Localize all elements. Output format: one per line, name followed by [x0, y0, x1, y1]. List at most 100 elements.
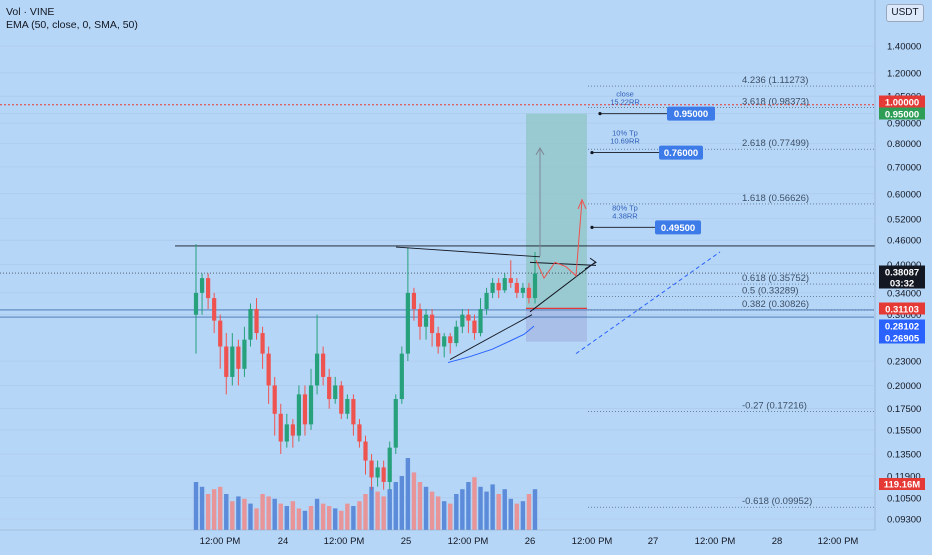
price-axis-label: 0.60000 [887, 189, 921, 200]
candle-body [375, 467, 380, 478]
volume-bar [248, 503, 253, 530]
volume-bar [230, 501, 235, 530]
volume-bar [345, 503, 350, 530]
candle-body [399, 353, 404, 400]
dashed-trendline [575, 251, 721, 355]
price-badge [879, 276, 925, 289]
candle-body [448, 336, 453, 344]
time-axis-label: 26 [525, 536, 536, 547]
breakout-arrowhead [584, 257, 597, 270]
candle-body [369, 460, 374, 478]
price-badge [879, 95, 925, 108]
volume-bar [302, 510, 308, 530]
projected-path-arrowhead [577, 198, 587, 210]
fib-level-label: 0.5 (0.33289) [742, 286, 799, 297]
breakout-arrow [529, 261, 596, 313]
volume-bar [218, 486, 223, 530]
candle-body [429, 314, 435, 334]
price-axis-label: 0.09300 [887, 515, 921, 526]
candle-body [284, 424, 289, 442]
fib-level-label: 0.382 (0.30826) [742, 299, 809, 310]
price-axis-label: 0.15500 [887, 425, 921, 436]
apex-arrow [529, 261, 597, 266]
volume-bar [339, 510, 344, 530]
candle-body [405, 292, 410, 354]
candle-body [321, 353, 326, 377]
volume-bar [363, 494, 368, 530]
volume-bar [236, 496, 241, 530]
candle-body [502, 278, 507, 291]
candle-body [266, 353, 271, 386]
candle-body [454, 326, 459, 344]
candle-body [351, 399, 356, 425]
time-axis-label: 12:00 PM [695, 536, 736, 547]
volume-badge [879, 478, 925, 490]
price-badge [879, 265, 925, 278]
target-rr: 10.69RR [610, 137, 640, 146]
candle-body [302, 394, 308, 425]
candle-body [357, 424, 362, 442]
target-rr: 4.38RR [612, 211, 638, 220]
candle-body [339, 385, 344, 414]
candle-body [345, 399, 350, 414]
price-axis-label: 0.20000 [887, 381, 921, 392]
volume-bar [466, 482, 471, 530]
candle-body [314, 353, 320, 386]
volume-bar [526, 494, 532, 530]
currency-button[interactable]: USDT [886, 4, 924, 22]
volume-bar [333, 508, 338, 530]
upper-trendline [395, 246, 541, 258]
target-label: 0.76000 [664, 148, 698, 159]
price-axis-label: 0.46000 [887, 236, 921, 247]
fib-level-label: 1.618 (0.56626) [742, 193, 809, 204]
price-axis-label: 0.80000 [887, 139, 921, 150]
price-axis-label: 0.30000 [887, 310, 921, 321]
price-axis-label: 0.90000 [887, 119, 921, 130]
time-axis-label: 27 [648, 536, 659, 547]
candle-body [514, 282, 519, 293]
target-dot [590, 150, 594, 155]
price-badge [879, 302, 925, 315]
time-axis-label: 12:00 PM [818, 536, 859, 547]
candle-body [218, 320, 223, 347]
volume-bar [393, 482, 398, 530]
volume-bar [441, 501, 447, 530]
target-rr: 15.22RR [610, 98, 640, 107]
target-note: close [616, 90, 634, 99]
candle-body [472, 320, 477, 334]
volume-bar [405, 458, 411, 530]
symbol-title: Vol · VINE [6, 6, 55, 18]
fib-level-label: 0.618 (0.35752) [742, 273, 809, 284]
volume-bar [399, 476, 405, 530]
target-dot [598, 112, 602, 116]
candle-body [290, 424, 295, 436]
candle-body [308, 385, 314, 425]
candle-body [393, 399, 398, 448]
volume-bar [320, 503, 326, 530]
volume-bar [266, 496, 271, 530]
volume-bar [224, 494, 229, 530]
candle-body [193, 292, 199, 315]
time-axis-label: 12:00 PM [448, 536, 489, 547]
volume-bar [435, 496, 441, 530]
price-axis-label: 0.17500 [887, 404, 921, 415]
volume-bar [484, 491, 489, 530]
price-badge-label: 0.31103 [885, 305, 919, 316]
candle-body [526, 287, 532, 299]
candle-body [224, 346, 229, 377]
volume-bar [514, 503, 520, 530]
volume-bar [423, 486, 429, 530]
indicator-legend[interactable]: EMA (50, close, 0, SMA, 50) [6, 19, 138, 31]
candle-body [411, 292, 417, 309]
volume-bar [460, 489, 465, 530]
volume-bar [369, 486, 374, 530]
time-axis-label: 12:00 PM [324, 536, 365, 547]
stop-loss-zone [526, 308, 587, 342]
candle-body [272, 385, 277, 414]
time-axis-label: 25 [401, 536, 412, 547]
time-axis-label: 24 [278, 536, 289, 547]
target-label-box [659, 145, 703, 160]
price-badge [879, 107, 925, 120]
